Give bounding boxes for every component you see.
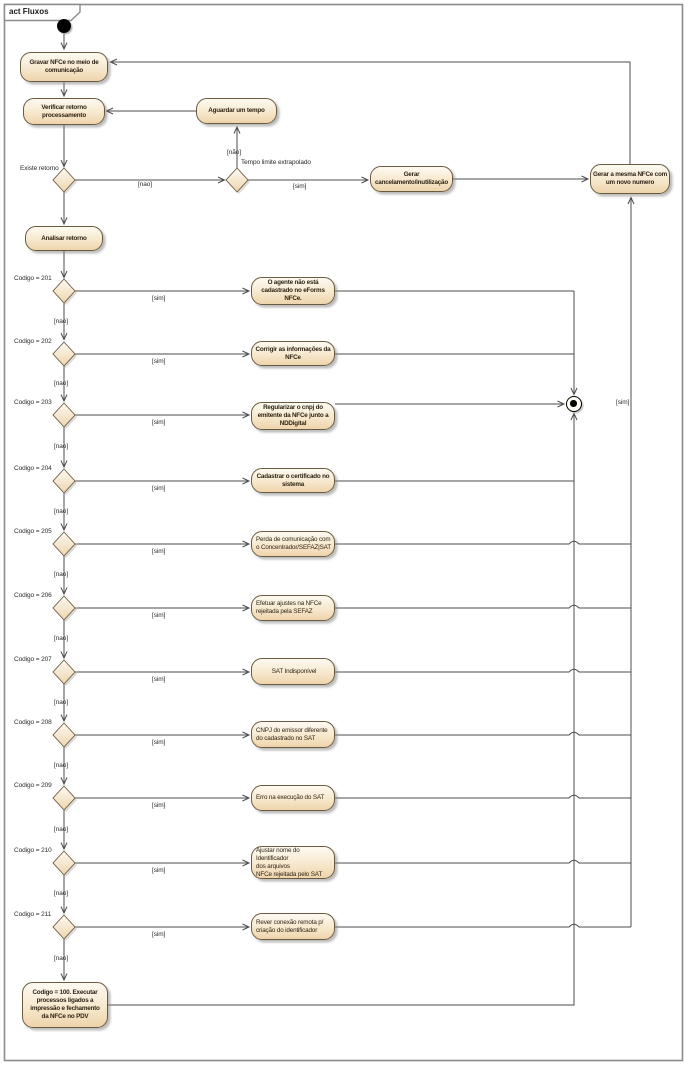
activity-acao-210[interactable]: Ajustar nome do Identificador dos arquiv… xyxy=(251,846,335,879)
decision-codigo-205[interactable] xyxy=(52,531,76,557)
activity-acao-209[interactable]: Erro na execução do SAT xyxy=(251,785,335,811)
edge-label-sim-210: [sim] xyxy=(152,867,166,874)
activity-acao-208[interactable]: CNPJ do emissor diferente do cadastrado … xyxy=(251,721,335,748)
activity-acao-207[interactable]: SAT Indisponível xyxy=(251,658,335,685)
label-existe-retorno: Existe retorno xyxy=(20,165,59,172)
diagram-title: act Fluxos xyxy=(9,7,49,16)
edge-label-sim-202: [sim] xyxy=(152,358,166,365)
activity-gravar-nfce[interactable]: Gravar NFCe no meio de comunicação xyxy=(20,52,108,82)
label-codigo-205: Codigo = 205 xyxy=(14,528,52,535)
activity-analisar-retorno[interactable]: Analisar retorno xyxy=(25,226,103,251)
initial-node[interactable] xyxy=(57,19,71,33)
label-tempo-limite: Tempo limite extrapolado xyxy=(241,159,311,166)
edge-label-nao-208: [nao] xyxy=(54,762,68,769)
edge-label-sim-201: [sim] xyxy=(152,295,166,302)
decision-shapes xyxy=(52,167,250,941)
activity-codigo-100[interactable]: Codigo = 100. Executar processos ligados… xyxy=(22,982,108,1028)
decision-existe-retorno[interactable] xyxy=(52,167,76,193)
edge-label-nao-209: [nao] xyxy=(54,826,68,833)
edge-label-sim-retry: [sim] xyxy=(616,399,630,406)
edge-label-sim-tempo: [sim] xyxy=(293,183,307,190)
decision-codigo-202[interactable] xyxy=(52,341,76,367)
edge-label-nao-201: [nao] xyxy=(54,318,68,325)
activity-verificar-retorno[interactable]: Verificar retorno processamento xyxy=(23,98,105,125)
edge-label-sim-211: [sim] xyxy=(152,931,166,938)
edge-label-nao-tempo: [não] xyxy=(227,149,241,156)
decision-codigo-203[interactable] xyxy=(52,402,76,428)
decision-codigo-210[interactable] xyxy=(52,850,76,876)
edge-label-nao-203: [nao] xyxy=(54,443,68,450)
edge-label-sim-205: [sim] xyxy=(152,548,166,555)
edge-label-nao-205: [nao] xyxy=(54,571,68,578)
activity-acao-211[interactable]: Rever conexão remota p/ criação do ident… xyxy=(251,913,335,940)
decision-codigo-207[interactable] xyxy=(52,659,76,685)
label-codigo-211: Codigo = 211 xyxy=(14,911,52,918)
decision-codigo-206[interactable] xyxy=(52,595,76,621)
edge-label-sim-209: [sim] xyxy=(152,802,166,809)
diagram-frame xyxy=(3,3,684,1062)
label-codigo-202: Codigo = 202 xyxy=(14,338,52,345)
decision-tempo-limite[interactable] xyxy=(225,167,249,193)
decision-codigo-201[interactable] xyxy=(52,278,76,304)
label-codigo-206: Codigo = 206 xyxy=(14,592,52,599)
label-codigo-203: Codigo = 203 xyxy=(14,399,52,406)
edge-label-nao-211: [nao] xyxy=(54,955,68,962)
decision-codigo-208[interactable] xyxy=(52,722,76,748)
activity-gerar-mesma-nfce[interactable]: Gerar a mesma NFCe com um novo numero xyxy=(590,164,670,194)
edge-label-nao-206: [nao] xyxy=(54,635,68,642)
edge-label-nao-210: [nao] xyxy=(54,890,68,897)
activity-gerar-cancelamento[interactable]: Gerar cancelamento/inutilização xyxy=(370,166,453,192)
activity-acao-204[interactable]: Cadastrar o certificado no sistema xyxy=(251,468,335,493)
edge-label-sim-208: [sim] xyxy=(152,739,166,746)
activity-acao-203[interactable]: Regularizar o cnpj do emitente da NFCe j… xyxy=(251,402,335,430)
activity-acao-206[interactable]: Efetuar ajustes na NFCe rejeitada pela S… xyxy=(251,595,335,621)
edge-label-sim-207: [sim] xyxy=(152,676,166,683)
edge-lines xyxy=(60,33,635,1006)
decision-codigo-204[interactable] xyxy=(52,468,76,494)
edge-label-nao-existe: [nao] xyxy=(138,181,152,188)
edge-label-nao-202: [nao] xyxy=(54,380,68,387)
diagram-title-tab xyxy=(3,3,81,22)
edge-label-sim-206: [sim] xyxy=(152,612,166,619)
edge-label-nao-207: [nao] xyxy=(54,699,68,706)
label-codigo-204: Codigo = 204 xyxy=(14,465,52,472)
activity-acao-202[interactable]: Corrigir as informações da NFCe xyxy=(251,341,335,366)
final-node-dot xyxy=(570,400,577,407)
label-codigo-210: Codigo = 210 xyxy=(14,847,52,854)
edge-label-sim-203: [sim] xyxy=(152,419,166,426)
activity-acao-201[interactable]: O agente não está cadastrado no eForms N… xyxy=(251,277,335,305)
activity-acao-205[interactable]: Perda de comunicação com o Concentrador/… xyxy=(251,531,335,557)
label-codigo-207: Codigo = 207 xyxy=(14,656,52,663)
decision-codigo-209[interactable] xyxy=(52,785,76,811)
label-codigo-209: Codigo = 209 xyxy=(14,782,52,789)
activity-aguardar-tempo[interactable]: Aguardar um tempo xyxy=(196,98,277,124)
edge-label-nao-204: [nao] xyxy=(54,508,68,515)
edge-label-sim-204: [sim] xyxy=(152,485,166,492)
label-codigo-208: Codigo = 208 xyxy=(14,719,52,726)
decision-codigo-211[interactable] xyxy=(52,914,76,940)
label-codigo-201: Codigo = 201 xyxy=(14,275,52,282)
final-node[interactable] xyxy=(566,396,582,412)
